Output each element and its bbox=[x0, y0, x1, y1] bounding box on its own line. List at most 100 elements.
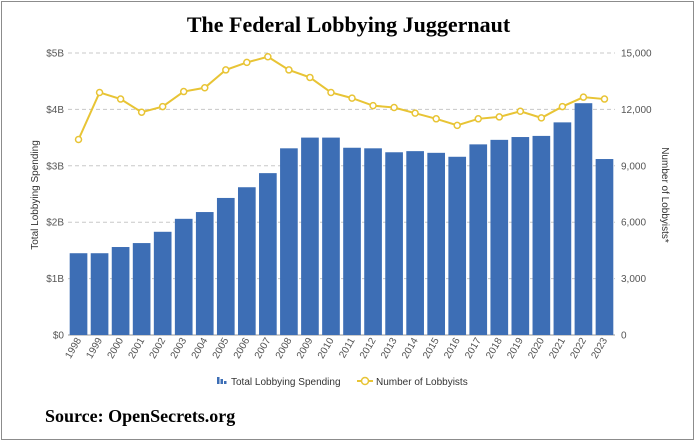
spending-bar bbox=[385, 152, 403, 335]
right-tick-label: 0 bbox=[621, 331, 627, 342]
legend-item-lobbyists[interactable]: Number of Lobbyists bbox=[357, 376, 468, 388]
spending-bar bbox=[90, 253, 109, 335]
x-tick-label: 2014 bbox=[400, 336, 421, 361]
spending-bar bbox=[427, 152, 446, 335]
spending-bar bbox=[280, 148, 298, 335]
x-tick-label: 2011 bbox=[337, 336, 357, 361]
lobbyists-point bbox=[558, 102, 567, 111]
x-tick-label: 2008 bbox=[274, 336, 295, 361]
x-tick-label: 2012 bbox=[358, 336, 379, 361]
lobbyists-point bbox=[74, 135, 83, 144]
lobbyists-point bbox=[600, 95, 609, 103]
x-tick-label: 2010 bbox=[316, 336, 337, 361]
left-tick-label: $0 bbox=[53, 331, 65, 342]
lobbyists-point bbox=[432, 115, 440, 123]
x-tick-label: 2018 bbox=[484, 336, 505, 361]
lobbyists-point bbox=[453, 121, 461, 130]
lobbyists-point bbox=[579, 93, 588, 101]
spending-bar bbox=[322, 137, 340, 335]
spending-bar bbox=[364, 148, 382, 335]
spending-bar bbox=[195, 212, 214, 335]
x-tick-label: 2021 bbox=[547, 336, 568, 361]
spending-bar bbox=[448, 156, 467, 335]
x-tick-label: 1999 bbox=[85, 336, 106, 361]
lobbyists-point bbox=[179, 87, 188, 96]
lobbyists-point bbox=[264, 53, 272, 61]
spending-bar bbox=[574, 103, 593, 335]
x-tick-label: 2023 bbox=[589, 336, 610, 361]
lobbyists-point bbox=[137, 108, 146, 116]
x-tick-label: 1998 bbox=[63, 336, 84, 361]
left-axis-ticks: $0 $1B $2B $3B $4B $5B bbox=[46, 49, 64, 342]
x-tick-label: 2005 bbox=[211, 336, 232, 361]
x-tick-label: 2017 bbox=[463, 336, 484, 361]
x-tick-label: 2009 bbox=[295, 336, 316, 361]
lobbyists-point bbox=[285, 66, 293, 74]
spending-bar bbox=[132, 243, 151, 335]
x-tick-label: 2001 bbox=[127, 336, 148, 361]
x-tick-label: 2006 bbox=[232, 336, 253, 361]
x-tick-label: 2020 bbox=[526, 336, 547, 361]
spending-bar bbox=[216, 197, 235, 335]
lobbyists-point bbox=[116, 95, 125, 103]
line-marker-dot bbox=[360, 376, 370, 386]
spending-bar bbox=[532, 135, 551, 335]
spending-bar bbox=[301, 137, 319, 335]
lobbyists-point bbox=[474, 115, 482, 123]
right-tick-label: 9,000 bbox=[621, 161, 646, 172]
legend: Total Lobbying Spending Number of Lobbyi… bbox=[217, 376, 468, 388]
chart-title: The Federal Lobbying Juggernaut bbox=[186, 12, 511, 37]
lobbyists-point bbox=[369, 101, 377, 110]
left-axis-title: Total Lobbying Spending bbox=[30, 140, 41, 250]
bar-chart-icon bbox=[217, 377, 220, 384]
right-tick-label: 6,000 bbox=[621, 218, 646, 229]
left-tick-label: $5B bbox=[46, 49, 64, 60]
spending-bar bbox=[595, 159, 614, 335]
lobbyists-point bbox=[348, 94, 356, 102]
spending-bar bbox=[469, 144, 488, 335]
left-tick-label: $3B bbox=[46, 161, 64, 172]
legend-item-spending[interactable]: Total Lobbying Spending bbox=[217, 377, 341, 388]
right-tick-label: 3,000 bbox=[621, 274, 646, 285]
lobbyists-point bbox=[327, 88, 335, 97]
lobbyists-point bbox=[516, 107, 525, 116]
lobbyists-point bbox=[243, 58, 251, 67]
x-tick-label: 2004 bbox=[190, 336, 211, 361]
legend-label-spending: Total Lobbying Spending bbox=[231, 377, 341, 388]
lobbyists-point bbox=[537, 114, 546, 122]
spending-bar bbox=[69, 253, 88, 335]
bar-chart-icon-bar3 bbox=[224, 381, 227, 384]
bar-chart-icon-bar2 bbox=[220, 379, 223, 384]
lobbyists-point bbox=[411, 109, 419, 117]
lobbyists-point bbox=[222, 66, 230, 74]
spending-bar bbox=[490, 139, 509, 335]
x-tick-label: 2016 bbox=[442, 336, 463, 361]
right-tick-label: 12,000 bbox=[621, 105, 652, 116]
lobbyists-point bbox=[495, 113, 504, 121]
legend-label-lobbyists: Number of Lobbyists bbox=[376, 377, 468, 388]
right-axis-title: Number of Lobbyists* bbox=[659, 147, 670, 243]
lobbyists-line-path bbox=[77, 55, 605, 140]
spending-bars bbox=[69, 103, 614, 335]
lobbyists-point bbox=[158, 102, 167, 111]
spending-bar bbox=[511, 137, 530, 335]
lobbyists-line bbox=[74, 53, 609, 144]
lobbyists-point bbox=[201, 84, 209, 92]
spending-bar bbox=[343, 147, 361, 335]
spending-bar bbox=[259, 173, 277, 335]
x-tick-label: 2013 bbox=[379, 336, 400, 361]
x-tick-label: 2019 bbox=[505, 336, 526, 361]
spending-bar bbox=[111, 247, 130, 335]
x-axis-ticks: 1998 1999 2000 2001 2002 2003 2004 2005 2006 2007… bbox=[63, 336, 610, 361]
lobbyists-point bbox=[390, 103, 398, 112]
left-tick-label: $4B bbox=[46, 105, 64, 116]
spending-bar bbox=[237, 187, 256, 335]
x-tick-label: 2000 bbox=[106, 336, 127, 361]
right-axis-ticks: 0 3,000 6,000 9,000 12,000 15,000 bbox=[621, 49, 652, 342]
spending-bar bbox=[553, 122, 572, 335]
left-tick-label: $1B bbox=[46, 274, 64, 285]
x-tick-label: 2022 bbox=[568, 336, 589, 361]
left-tick-label: $2B bbox=[46, 218, 64, 229]
x-tick-label: 2002 bbox=[148, 336, 169, 361]
